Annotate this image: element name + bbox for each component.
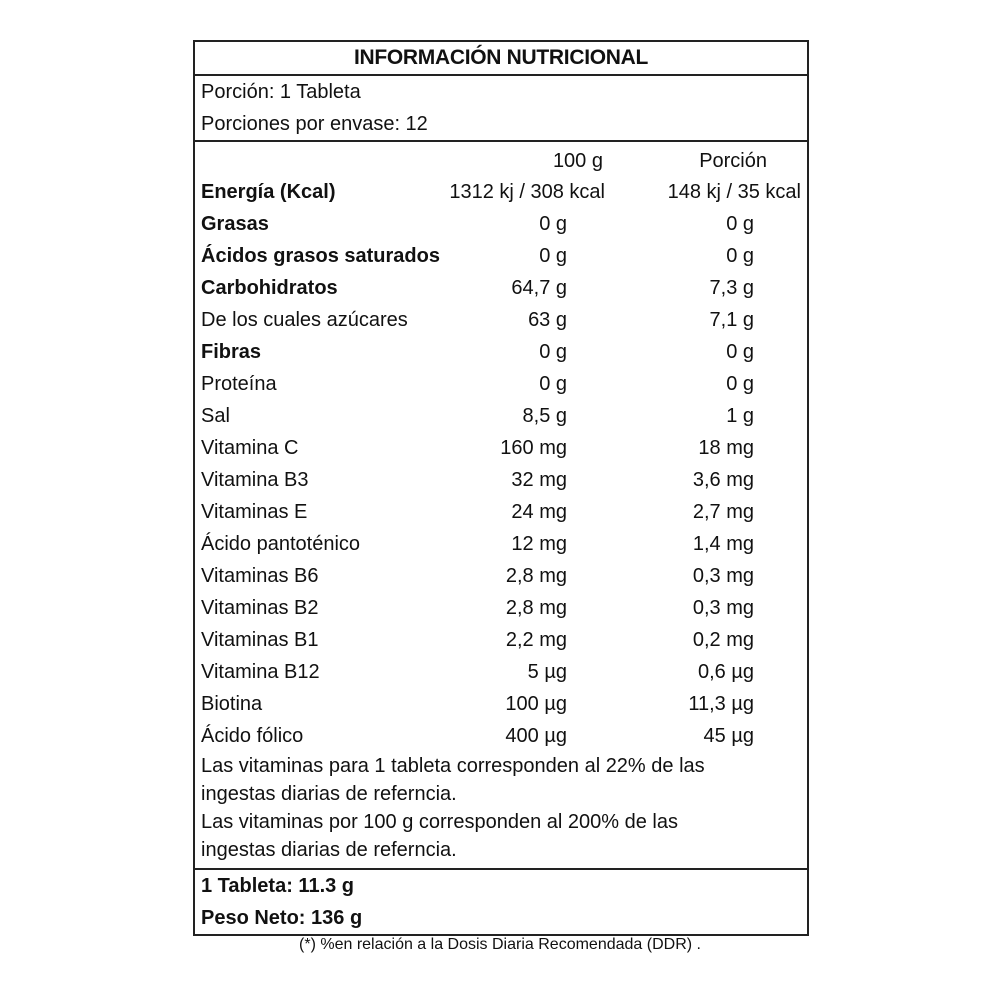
value-per-100g: 2,8 mg [505,565,567,587]
tablet-weight: 1 Tableta: 11.3 g [201,875,355,897]
nutrient-name: Vitamina C [201,437,299,459]
value-per-portion: 11,3 µg [688,693,754,715]
nutrient-row: Vitamina B3 32 mg 3,6 mg [195,464,807,496]
value-per-portion: 0,3 mg [692,597,754,619]
note-line: ingestas diarias de referncia. [201,839,457,861]
column-header-row: 100 g Porción [195,142,807,176]
nutrient-name: Carbohidratos [201,277,338,299]
column-header-portion: Porción [699,150,767,172]
value-per-100g: 2,8 mg [505,597,567,619]
nutrient-row: Ácidos grasos saturados 0 g 0 g [195,240,807,272]
nutrient-row: Sal 8,5 g 1 g [195,400,807,432]
nutrient-name: Sal [201,405,230,427]
nutrient-name: Energía (Kcal) [201,181,336,203]
nutrient-name: Ácido pantoténico [201,533,361,555]
value-per-100g: 64,7 g [511,277,567,299]
nutrient-row: Fibras 0 g 0 g [195,336,807,368]
value-per-100g: 0 g [539,341,567,363]
value-per-100g: 63 g [528,309,567,331]
value-per-100g: 0 g [539,245,567,267]
value-per-100g: 24 mg [511,501,567,523]
value-per-portion: 0 g [726,213,754,235]
net-weight: Peso Neto: 136 g [201,907,363,929]
value-per-portion: 45 µg [703,725,754,747]
value-per-portion: 0,2 mg [692,629,754,651]
nutrient-row: Proteína 0 g 0 g [195,368,807,400]
value-per-portion: 7,1 g [709,309,754,331]
value-per-100g: 0 g [539,213,567,235]
nutrient-rows: Energía (Kcal) 1312 kj / 308 kcal 148 kj /… [195,176,807,752]
value-per-portion: 0,3 mg [692,565,754,587]
value-per-100g: 400 µg [505,725,567,747]
nutrient-name: Fibras [201,341,262,363]
nutrient-name: De los cuales azúcares [201,309,408,331]
nutrient-name: Ácido fólico [201,725,304,747]
nutrient-row: Vitamina B12 5 µg 0,6 µg [195,656,807,688]
value-per-portion: 0 g [726,341,754,363]
nutrient-name: Vitamina B12 [201,661,320,683]
serving-size: Porción: 1 Tableta [201,81,361,103]
value-per-100g: 2,2 mg [505,629,567,651]
value-per-100g: 5 µg [527,661,567,683]
nutrient-name: Vitamina B3 [201,469,309,491]
nutrient-row: Vitaminas E 24 mg 2,7 mg [195,496,807,528]
nutrient-row: De los cuales azúcares 63 g 7,1 g [195,304,807,336]
nutrient-name: Vitaminas B1 [201,629,319,651]
value-per-100g: 0 g [539,373,567,395]
value-per-100g: 160 mg [500,437,567,459]
value-per-portion: 1,4 mg [692,533,754,555]
nutrient-name: Biotina [201,693,263,715]
note-line: Las vitaminas por 100 g corresponden al … [201,811,678,833]
nutrition-facts-table: INFORMACIÓN NUTRICIONAL Porción: 1 Table… [193,40,809,936]
value-per-100g: 12 mg [511,533,567,555]
value-per-100g: 1312 kj / 308 kcal [449,181,605,203]
table-title: INFORMACIÓN NUTRICIONAL [195,42,807,76]
nutrient-name: Proteína [201,373,277,395]
value-per-portion: 7,3 g [709,277,754,299]
column-header-100g: 100 g [552,150,603,172]
nutrient-row: Energía (Kcal) 1312 kj / 308 kcal 148 kj /… [195,176,807,208]
value-per-portion: 2,7 mg [692,501,754,523]
nutrient-row: Grasas 0 g 0 g [195,208,807,240]
nutrient-row: Vitaminas B6 2,8 mg 0,3 mg [195,560,807,592]
value-per-100g: 100 µg [505,693,567,715]
nutrient-row: Ácido pantoténico 12 mg 1,4 mg [195,528,807,560]
value-per-portion: 18 mg [698,437,754,459]
value-per-portion: 0,6 µg [697,661,754,683]
nutrient-name: Vitaminas B6 [201,565,319,587]
nutrient-name: Grasas [201,213,269,235]
nutrient-name: Vitaminas E [201,501,308,523]
notes: Las vitaminas para 1 tableta corresponde… [195,752,807,870]
nutrient-row: Vitaminas B2 2,8 mg 0,3 mg [195,592,807,624]
nutrient-row: Carbohidratos 64,7 g 7,3 g [195,272,807,304]
value-per-portion: 1 g [726,405,754,427]
nutrient-row: Vitamina C 160 mg 18 mg [195,432,807,464]
value-per-portion: 148 kj / 35 kcal [667,181,801,203]
value-per-100g: 8,5 g [522,405,567,427]
note-line: ingestas diarias de referncia. [201,783,457,805]
note-line: Las vitaminas para 1 tableta corresponde… [201,755,705,777]
nutrient-row: Ácido fólico 400 µg 45 µg [195,720,807,752]
nutrient-name: Ácidos grasos saturados [201,245,440,267]
value-per-100g: 32 mg [511,469,567,491]
nutrient-row: Vitaminas B1 2,2 mg 0,2 mg [195,624,807,656]
value-per-portion: 0 g [726,373,754,395]
footnote: (*) %en relación a la Dosis Diaria Recom… [299,936,701,953]
value-per-portion: 3,6 mg [692,469,754,491]
nutrient-name: Vitaminas B2 [201,597,319,619]
value-per-portion: 0 g [726,245,754,267]
servings-per-container: Porciones por envase: 12 [195,108,807,142]
nutrient-row: Biotina 100 µg 11,3 µg [195,688,807,720]
